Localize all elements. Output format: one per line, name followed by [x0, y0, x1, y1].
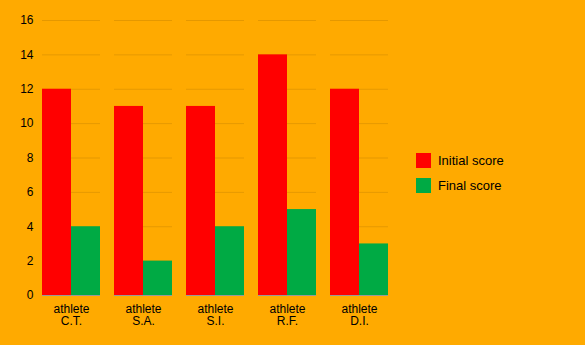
svg-text:2: 2	[27, 254, 34, 268]
html-text:Initial score: Initial score	[438, 152, 504, 168]
svg-text:12: 12	[20, 82, 34, 96]
html-text:Final score: Final score	[438, 177, 502, 193]
svg-text:14: 14	[20, 48, 34, 62]
svg-text:athleteR.F.: athleteR.F.	[269, 302, 305, 328]
svg-text:athleteS.A.: athleteS.A.	[125, 302, 161, 328]
svg-text:athleteS.I.: athleteS.I.	[197, 302, 233, 328]
svg-text:athleteD.I.: athleteD.I.	[341, 302, 377, 328]
svg-text:10: 10	[20, 116, 34, 130]
svg-text:4: 4	[27, 220, 34, 234]
svg-text:6: 6	[27, 185, 34, 199]
svg-text:16: 16	[20, 13, 34, 27]
svg-text:athleteC.T.: athleteC.T.	[53, 302, 89, 328]
svg-text:0: 0	[27, 288, 34, 302]
svg-text:8: 8	[27, 151, 34, 165]
